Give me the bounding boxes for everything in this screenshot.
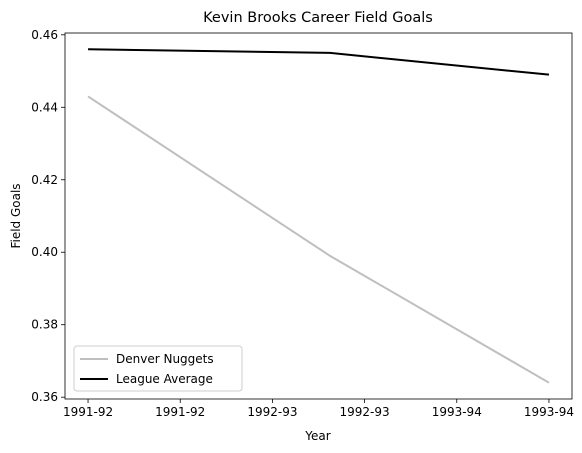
x-tick-label: 1991-92 xyxy=(63,405,113,419)
x-tick-label: 1992-93 xyxy=(340,405,390,419)
x-tick-label: 1991-92 xyxy=(155,405,205,419)
series-line-0 xyxy=(87,95,550,384)
y-tick-label: 0.36 xyxy=(31,390,58,404)
legend-box xyxy=(73,345,243,392)
y-tick-label: 0.46 xyxy=(31,28,58,42)
x-tick-label: 1993-94 xyxy=(432,405,482,419)
chart-title: Kevin Brooks Career Field Goals xyxy=(203,10,433,26)
y-tick-label: 0.38 xyxy=(31,318,58,332)
y-tick-label: 0.42 xyxy=(31,173,58,187)
x-axis-label: Year xyxy=(304,429,330,443)
x-tick-label: 1993-94 xyxy=(524,405,574,419)
plot-area: 1991-92 1991-92 1992-93 1992-93 1993-94 1993-… xyxy=(31,28,574,419)
y-tick-label: 0.44 xyxy=(31,100,58,114)
series-line-1 xyxy=(88,48,550,76)
y-tick-label: 0.40 xyxy=(31,245,58,259)
legend: Denver Nuggets League Average xyxy=(73,345,243,392)
x-tick-label: 1992-93 xyxy=(247,405,297,419)
legend-label: League Average xyxy=(116,372,213,386)
y-axis-label: Field Goals xyxy=(9,183,23,248)
legend-label: Denver Nuggets xyxy=(116,352,214,366)
plot-frame xyxy=(64,32,573,400)
